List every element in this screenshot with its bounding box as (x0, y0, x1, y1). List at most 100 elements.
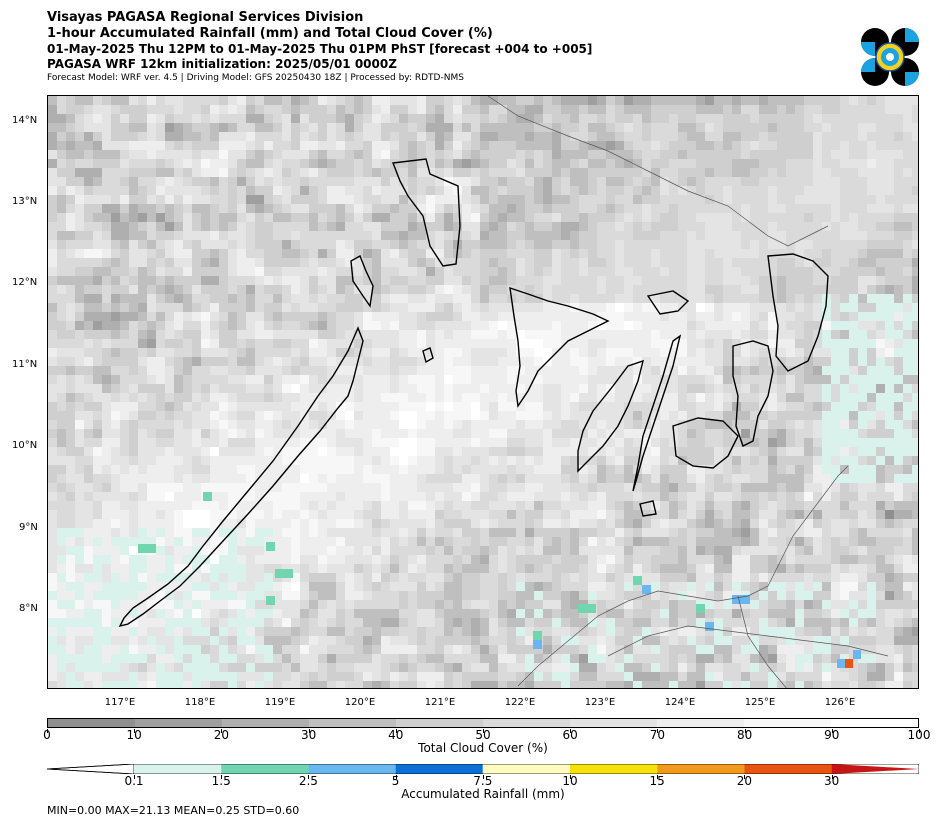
cloud-cover-tick-mark (134, 729, 136, 733)
cloud-cover-tick-mark (919, 729, 920, 733)
rainfall-tick-mark (134, 775, 135, 779)
cloud-cover-colorbar (47, 718, 919, 728)
cloud-cover-tick-label: 0 (43, 728, 51, 742)
agency-title: Visayas PAGASA Regional Services Divisio… (47, 10, 364, 25)
cloud-cover-tick-mark (831, 729, 833, 733)
product-title: 1-hour Accumulated Rainfall (mm) and Tot… (47, 26, 493, 41)
mindanao-boundary-1 (607, 625, 889, 657)
valid-time: 01-May-2025 Thu 12PM to 01-May-2025 Thu … (47, 42, 593, 56)
rainfall-tick-label: 2.5 (298, 774, 318, 788)
rainfall-swatch (221, 764, 309, 774)
cloud-cover-tick-label: 10 (126, 728, 142, 742)
rainfall-swatch (570, 764, 658, 774)
statistics-line: MIN=0.00 MAX=21.13 MEAN=0.25 STD=0.60 (47, 804, 300, 817)
lon-label-120: 120°E (344, 697, 376, 708)
lon-label-126: 126°E (824, 697, 856, 708)
cloud-cover-swatch (135, 719, 222, 727)
palawan-coast (118, 326, 364, 628)
rainfall-swatch (657, 764, 745, 774)
lon-label-119: 119°E (264, 697, 296, 708)
cloud-cover-tick-mark (395, 729, 397, 733)
rainfall-label: Accumulated Rainfall (mm) (401, 787, 565, 801)
rainfall-tick-mark (657, 775, 659, 779)
mindanao-coast (517, 465, 849, 687)
leyte-coast (732, 340, 774, 447)
cloud-cover-tick-mark (657, 729, 659, 733)
cloud-cover-tick-label: 100 (907, 728, 931, 742)
rainfall-tick-mark (744, 775, 746, 779)
lat-label-10: 10°N (12, 440, 38, 451)
cloud-cover-swatch (744, 719, 831, 727)
rainfall-tick-mark (831, 775, 833, 779)
rainfall-tick-mark (395, 775, 397, 779)
cloud-cover-tick-label: 80 (736, 728, 753, 742)
mindanao-boundary-2 (737, 595, 787, 688)
rainfall-swatch (744, 764, 832, 774)
cloud-cover-tick-label: 90 (824, 728, 840, 742)
cloud-cover-swatch (657, 719, 744, 727)
cloud-cover-tick-label: 50 (475, 728, 491, 742)
rainfall-tick-mark (221, 775, 223, 779)
cloud-cover-tick-mark (221, 729, 223, 733)
title-block: Visayas PAGASA Regional Services Divisio… (47, 10, 592, 84)
calamian-islands (350, 255, 374, 308)
init-time: PAGASA WRF 12km initialization: 2025/05/… (47, 57, 397, 71)
masbate-coast (646, 290, 690, 315)
cloud-cover-tick-label: 40 (388, 728, 404, 742)
weather-map (47, 95, 919, 689)
lat-label-13: 13°N (12, 196, 38, 207)
rainfall-swatch (395, 764, 483, 774)
rainfall-tick-label: 1.5 (211, 774, 231, 788)
rain-max-cell (845, 659, 853, 668)
luzon-coast (487, 96, 829, 247)
lon-label-118: 118°E (184, 697, 216, 708)
cloud-cover-tick-label: 60 (562, 728, 578, 742)
cloud-cover-swatch (831, 719, 918, 727)
lat-label-14: 14°N (12, 115, 38, 126)
rainfall-under-extension (47, 764, 135, 774)
rainfall-tick-label: 15 (649, 774, 665, 788)
rainfall-tick-mark (482, 775, 484, 779)
cloud-cover-tick-mark (47, 729, 48, 733)
rainfall-tick-label: 10 (562, 774, 578, 788)
rainfall-tick-label: 5 (391, 774, 400, 788)
pagasa-logo-icon (861, 28, 919, 86)
mindoro-coast (392, 158, 461, 267)
cloud-cover-tick-label: 70 (649, 728, 666, 742)
rainfall-over-extension (831, 764, 919, 774)
cuyo-islands (422, 347, 434, 364)
cloud-cover-swatch (222, 719, 309, 727)
lon-label-124: 124°E (664, 697, 696, 708)
bohol-coast (672, 417, 739, 469)
rainfall-tick-mark (570, 775, 571, 779)
lon-label-121: 121°E (424, 697, 456, 708)
rainfall-colorbar (47, 764, 919, 774)
rainfall-tick-mark (308, 775, 310, 779)
lat-label-12: 12°N (12, 277, 38, 288)
cebu-coast (632, 334, 682, 492)
rainfall-swatch (482, 764, 570, 774)
cloud-cover-tick-label: 20 (213, 728, 230, 742)
lat-label-8: 8°N (19, 603, 38, 614)
lon-label-117: 117°E (104, 697, 136, 708)
cloud-cover-swatch (396, 719, 483, 727)
cloud-cover-tick-mark (744, 729, 746, 733)
map-canvas (48, 96, 918, 688)
negros-coast (577, 359, 644, 473)
cloud-cover-tick-mark (570, 729, 572, 733)
rainfall-tick-label: 20 (736, 774, 753, 788)
lon-label-125: 125°E (744, 697, 776, 708)
cloud-cover-swatch (570, 719, 657, 727)
panay-coast (509, 286, 610, 408)
model-info: Forecast Model: WRF ver. 4.5 | Driving M… (47, 73, 464, 83)
rainfall-swatch (308, 764, 396, 774)
cloud-cover-tick-label: 30 (300, 728, 317, 742)
cloud-cover-label: Total Cloud Cover (%) (418, 741, 548, 755)
siquijor (639, 500, 657, 517)
rainfall-tick-label: 0.1 (124, 774, 144, 788)
rainfall-tick-label: 7.5 (473, 774, 493, 788)
cloud-cover-swatch (483, 719, 570, 727)
cloud-cover-tick-mark (483, 729, 484, 733)
cloud-cover-tick-mark (308, 729, 310, 733)
cloud-cover-swatch (309, 719, 396, 727)
